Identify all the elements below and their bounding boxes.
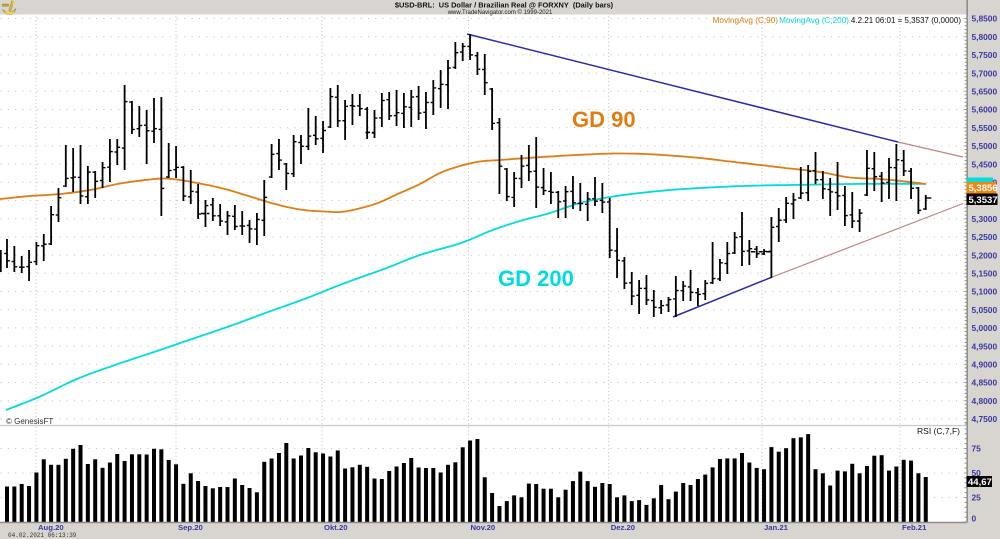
svg-text:75: 75 [972,444,982,454]
svg-text:MovingAvg (C,200): MovingAvg (C,200) [779,16,849,25]
svg-text:4,7500: 4,7500 [972,414,998,424]
svg-text:5,8000: 5,8000 [972,32,998,42]
svg-text:5,1500: 5,1500 [972,269,998,279]
svg-text:44,67: 44,67 [968,477,992,488]
svg-text:5,2500: 5,2500 [972,232,998,242]
svg-text:5,3856: 5,3856 [969,183,998,194]
svg-text:$USD-BRL: US Dollar / Brazili: $USD-BRL: US Dollar / Brazilian Real @ F… [395,1,614,10]
svg-text:25: 25 [972,493,982,503]
svg-text:Aug.20: Aug.20 [38,523,64,532]
svg-text:5,7000: 5,7000 [972,68,998,78]
svg-text:0: 0 [972,514,977,524]
svg-text:GD 200: GD 200 [498,266,574,291]
svg-text:Sep.20: Sep.20 [178,523,203,532]
svg-text:Dez.20: Dez.20 [611,523,635,532]
svg-text:Okt.20: Okt.20 [324,523,348,532]
svg-text:© GenesisFT: © GenesisFT [6,417,53,426]
svg-text:4,9000: 4,9000 [972,360,998,370]
svg-text:4.2.21 06:01 = 5,3537 (0,0000): 4.2.21 06:01 = 5,3537 (0,0000) [851,16,961,25]
svg-text:5,5500: 5,5500 [972,123,998,133]
svg-text:50: 50 [972,468,982,478]
svg-text:Nov.20: Nov.20 [471,523,496,532]
svg-text:4,9500: 4,9500 [972,341,998,351]
svg-text:MovingAvg (C,90): MovingAvg (C,90) [713,16,779,25]
svg-text:5,0500: 5,0500 [972,305,998,315]
svg-text:5,0000: 5,0000 [972,323,998,333]
svg-text:Feb.21: Feb.21 [902,523,927,532]
svg-text:5,3000: 5,3000 [972,214,998,224]
svg-text:5,4500: 5,4500 [972,159,998,169]
svg-text:www.TradeNavigator.com © 1999-: www.TradeNavigator.com © 1999-2021 [447,9,553,16]
svg-text:5,5000: 5,5000 [972,141,998,151]
svg-text:RSI (C,7,F): RSI (C,7,F) [917,426,960,436]
svg-text:5,7500: 5,7500 [972,50,998,60]
svg-text:5,6500: 5,6500 [972,87,998,97]
svg-text:4,8500: 4,8500 [972,378,998,388]
svg-text:5,3537: 5,3537 [969,195,998,206]
svg-text:5,2000: 5,2000 [972,250,998,260]
svg-text:5,8500: 5,8500 [972,14,998,24]
svg-text:GD 90: GD 90 [572,107,636,132]
svg-text:Jan.21: Jan.21 [764,523,789,532]
svg-text:04.02.2021 06:13:39: 04.02.2021 06:13:39 [8,532,77,539]
svg-text:5,6000: 5,6000 [972,105,998,115]
svg-text:4,8000: 4,8000 [972,396,998,406]
svg-text:5,1000: 5,1000 [972,287,998,297]
